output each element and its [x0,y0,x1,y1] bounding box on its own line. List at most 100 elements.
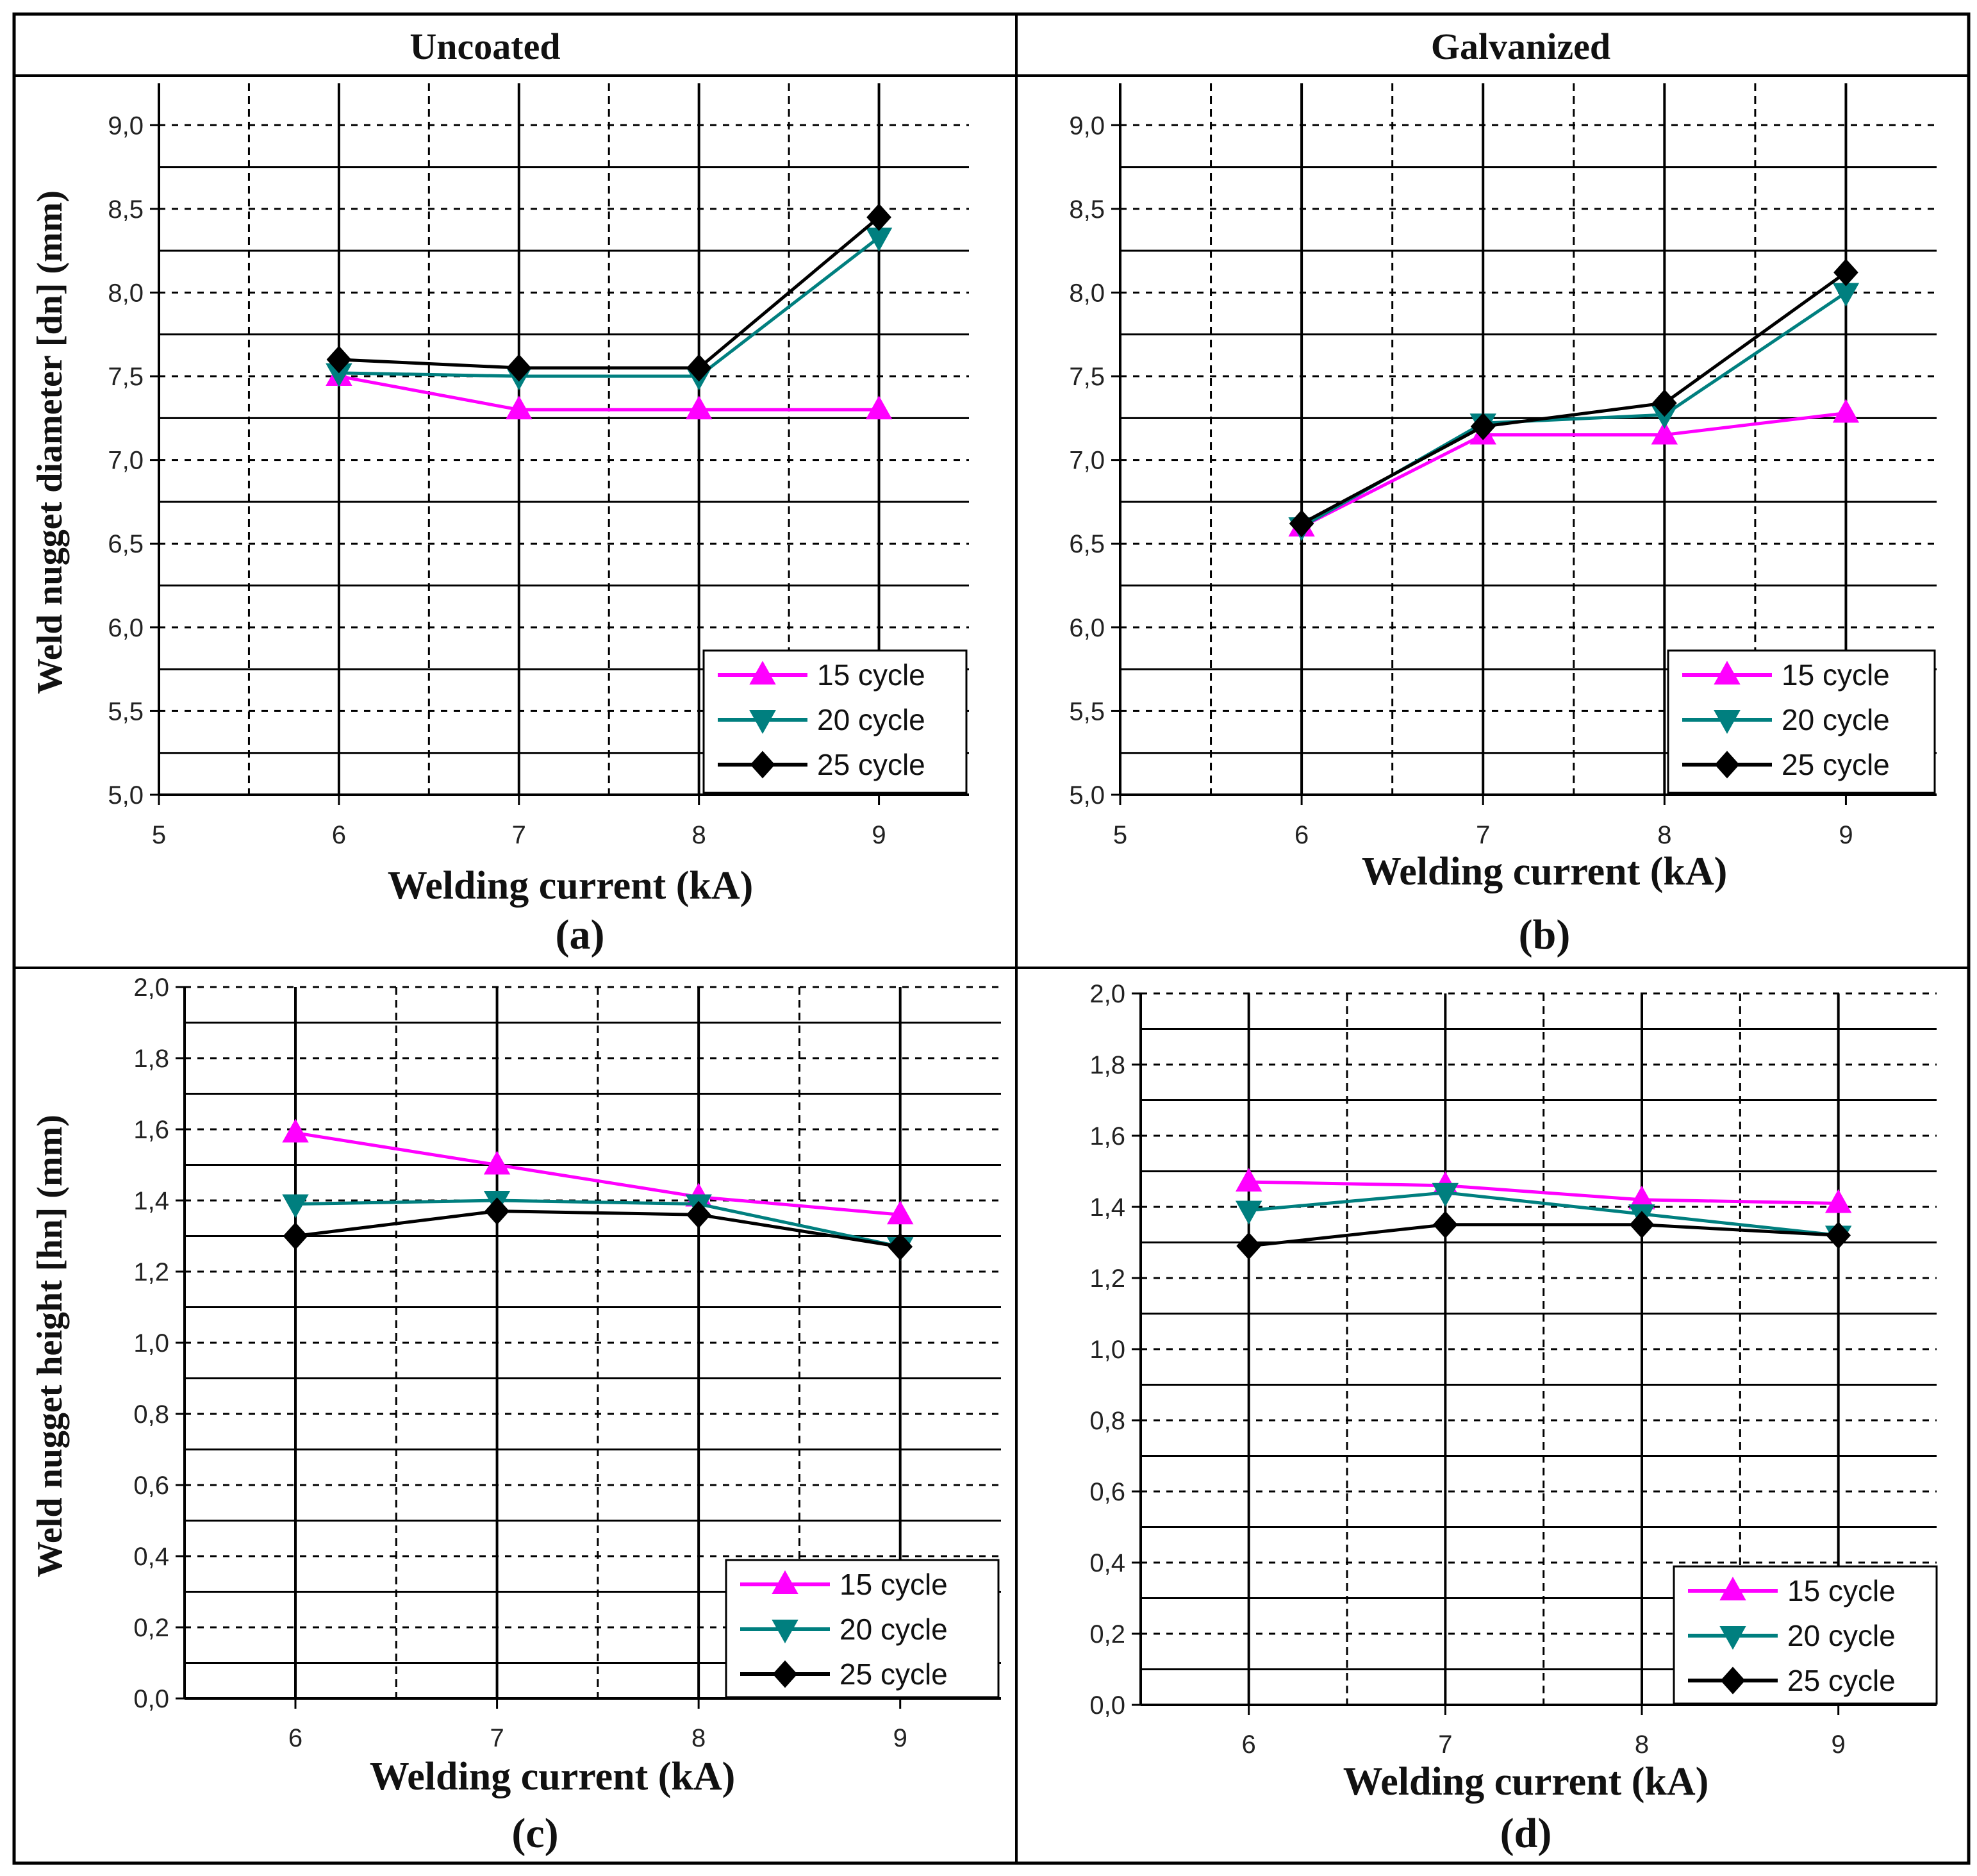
series-line [295,1199,901,1249]
y-tick-label: 6,5 [1069,530,1105,558]
legend-label: 25 cycle [1782,748,1890,781]
panel-a-chart: 5,0 5,5 6,0 6,5 7,0 7,5 8,0 8,5 9,0 5 6 7 8 9 Welding … [30,83,969,958]
legend-label: 25 cycle [817,748,925,781]
y-tick-label: 8,0 [1069,279,1105,307]
x-tick-label: 9 [893,1724,907,1752]
data-point [506,395,533,420]
x-axis-label: Welding current (kA) [1343,1760,1709,1804]
y-tick-label: 0,0 [133,1685,169,1713]
legend-label: 20 cycle [1782,703,1890,736]
y-tick-label: 1,2 [133,1258,169,1286]
x-axis-label: Welding current (kA) [1362,850,1728,893]
y-tick-label: 0,8 [133,1400,169,1429]
legend-label: 20 cycle [817,703,925,736]
legend-label: 15 cycle [817,658,925,692]
x-axis-label: Welding current (kA) [388,864,754,908]
data-point [1629,1211,1655,1239]
data-point [1289,510,1314,538]
x-tick-label: 6 [288,1724,302,1752]
series-line [1248,1191,1839,1237]
legend-marker [749,660,776,685]
y-tick-label: 0,2 [133,1614,169,1642]
legend-label: 15 cycle [1787,1574,1896,1607]
y-tick-label: 1,6 [133,1116,169,1144]
y-axis-label: Weld nugget height [hn] (mm) [30,1115,70,1577]
y-tick-label: 2,0 [1089,980,1125,1008]
x-tick-label: 7 [1438,1731,1452,1759]
data-point [1833,258,1858,286]
series-line [295,1131,900,1216]
data-point [865,228,893,252]
series-15-cycle [326,362,893,420]
legend-label: 15 cycle [840,1568,948,1601]
x-tick-label: 9 [1832,1731,1846,1759]
legend-marker [749,710,776,735]
legend-label: 15 cycle [1782,658,1890,692]
series-25-cycle [1289,258,1858,538]
legend-label: 25 cycle [1787,1664,1896,1697]
data-point [1235,1200,1262,1225]
x-tick-label: 6 [332,821,346,849]
data-point [484,1197,509,1225]
header-uncoated: Uncoated [409,26,560,67]
data-point [1832,399,1860,423]
x-tick-label: 8 [691,1724,706,1752]
legend-marker [1714,710,1741,735]
series-25-cycle [326,203,891,382]
y-tick-label: 6,0 [1069,614,1105,642]
data-point [1832,283,1860,307]
data-point [1826,1221,1851,1249]
panel-label: (b) [1519,911,1571,958]
legend-marker [772,1570,798,1594]
x-tick-label: 9 [1839,821,1853,849]
legend-marker [1714,660,1741,685]
legend-marker [1719,1576,1746,1600]
data-point [1235,1168,1262,1192]
data-point [483,1150,511,1175]
data-point [326,345,352,374]
legend: 15 cycle 20 cycle 25 cycle [1673,1565,1938,1705]
x-tick-label: 8 [1635,1731,1649,1759]
x-tick-label: 7 [512,821,526,849]
data-point [1651,389,1677,417]
y-tick-label: 7,0 [108,447,144,475]
y-tick-label: 1,0 [1089,1336,1125,1364]
panel-label: (c) [511,1810,558,1857]
series-line [1300,271,1847,526]
series-line [338,236,881,378]
figure-frame [12,12,1971,1865]
data-point [686,354,712,382]
x-tick-label: 8 [692,821,706,849]
data-point [506,354,532,382]
y-tick-label: 0,8 [1089,1407,1125,1435]
panel-d-chart: 0,0 0,2 0,4 0,6 0,8 1,0 1,2 1,4 1,6 1,8 2,0 6 7 8 9 Wel… [1089,980,1938,1857]
x-tick-label: 5 [152,821,166,849]
legend-marker [772,1620,798,1644]
data-point [686,1200,711,1229]
y-tick-label: 1,6 [1089,1122,1125,1150]
y-tick-label: 0,0 [1089,1691,1125,1720]
y-tick-label: 7,5 [1069,363,1105,391]
y-tick-label: 8,0 [108,279,144,307]
y-tick-label: 9,0 [1069,112,1105,140]
legend: 15 cycle 20 cycle 25 cycle [1667,649,1936,794]
y-tick-label: 8,5 [108,195,144,224]
y-tick-label: 0,6 [133,1472,169,1500]
data-point [1824,1189,1852,1213]
series-line [338,216,881,370]
legend: 15 cycle 20 cycle 25 cycle [725,1559,1000,1698]
y-tick-label: 7,0 [1069,447,1105,475]
x-tick-label: 6 [1242,1731,1256,1759]
y-tick-label: 6,0 [108,614,144,642]
y-tick-label: 0,4 [133,1543,169,1571]
legend-label: 25 cycle [840,1657,948,1691]
series-25-cycle [1236,1211,1851,1260]
panel-label: (a) [556,911,605,958]
x-tick-label: 7 [1476,821,1490,849]
y-tick-label: 0,2 [1089,1620,1125,1648]
data-point [887,1200,914,1225]
data-point [1651,420,1678,445]
legend-marker [750,751,775,779]
data-point [865,395,893,420]
data-point [282,1194,309,1218]
